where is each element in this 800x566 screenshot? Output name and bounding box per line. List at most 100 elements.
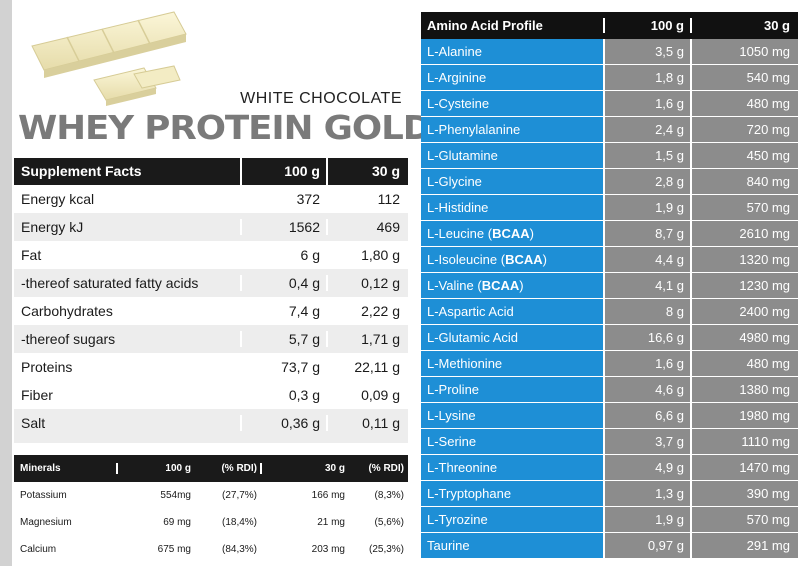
value-30g: 1230 mg xyxy=(690,273,798,299)
value-100g: 3,7 g xyxy=(603,429,690,455)
rdi-100g: (84,3%) xyxy=(221,544,257,555)
amino-acid-label: L-Valine xyxy=(427,278,474,293)
value-30g: 112 xyxy=(326,191,408,207)
bcaa-tag: BCAA xyxy=(505,252,543,267)
amino-acid-label: L-Glutamic Acid xyxy=(427,330,519,345)
value-30g: 1,80 g xyxy=(326,247,408,263)
value-100g: 1,8 g xyxy=(603,65,690,91)
value-30g: 1470 mg xyxy=(690,455,798,481)
amino-acid-name: L-Leucine (BCAA) xyxy=(421,221,603,247)
table-row: Carbohydrates 7,4 g 2,22 g xyxy=(14,297,408,325)
table-row: Fiber 0,3 g 0,09 g xyxy=(14,381,408,409)
value-30g: 450 mg xyxy=(690,143,798,169)
table-row: L-Alanine 3,5 g 1050 mg xyxy=(421,39,798,65)
value-30g: 540 mg xyxy=(690,65,798,91)
header-minerals: Minerals xyxy=(20,463,61,474)
amino-acid-name: L-Aspartic Acid xyxy=(421,299,603,325)
rdi-100g: (18,4%) xyxy=(221,517,257,528)
value-30g: 21 mg xyxy=(317,517,345,528)
value-30g: 570 mg xyxy=(690,507,798,533)
table-row: Potassium 554mg (27,7%) 166 mg (8,3%) xyxy=(14,482,408,509)
nutrient-name: Energy kcal xyxy=(21,191,95,207)
value-100g: 4,4 g xyxy=(603,247,690,273)
header-30g: 30 g xyxy=(690,18,798,33)
amino-acid-name: L-Isoleucine (BCAA) xyxy=(421,247,603,273)
amino-acid-label: L-Proline xyxy=(427,382,480,397)
table-row: Fat 6 g 1,80 g xyxy=(14,241,408,269)
value-30g: 4980 mg xyxy=(690,325,798,351)
nutrient-name: Fiber xyxy=(21,387,53,403)
bcaa-tag: BCAA xyxy=(492,226,530,241)
value-100g: 0,3 g xyxy=(240,387,326,403)
table-row: L-Lysine 6,6 g 1980 mg xyxy=(421,403,798,429)
amino-acid-label: L-Tyrozine xyxy=(427,512,488,527)
value-30g: 22,11 g xyxy=(326,359,408,375)
value-30g: 0,09 g xyxy=(326,387,408,403)
table-row: Energy kcal 372 112 xyxy=(14,185,408,213)
table-row: Proteins 73,7 g 22,11 g xyxy=(14,353,408,381)
amino-acid-label: L-Tryptophane xyxy=(427,486,512,501)
amino-acid-label: L-Methionine xyxy=(427,356,503,371)
value-30g: 570 mg xyxy=(690,195,798,221)
table-row: L-Cysteine 1,6 g 480 mg xyxy=(421,91,798,117)
value-100g: 8 g xyxy=(603,299,690,325)
table-footer-strip xyxy=(14,437,408,443)
mineral-name: Potassium xyxy=(20,490,67,501)
value-100g: 6 g xyxy=(240,247,326,263)
value-30g: 2,22 g xyxy=(326,303,408,319)
value-100g: 1,5 g xyxy=(603,143,690,169)
header-30g: 30 g xyxy=(326,158,408,185)
table-row: Magnesium 69 mg (18,4%) 21 mg (5,6%) xyxy=(14,509,408,536)
header-30g: 30 g xyxy=(260,463,348,474)
value-100g: 5,7 g xyxy=(240,331,326,347)
bcaa-paren: ) xyxy=(529,226,534,241)
value-30g: 720 mg xyxy=(690,117,798,143)
table-row: L-Phenylalanine 2,4 g 720 mg xyxy=(421,117,798,143)
value-100g: 2,8 g xyxy=(603,169,690,195)
amino-acid-name: L-Arginine xyxy=(421,65,603,91)
amino-acid-label: L-Histidine xyxy=(427,200,489,215)
bcaa-paren: ) xyxy=(519,278,524,293)
mineral-name: Magnesium xyxy=(20,517,72,528)
table-row: Taurine 0,97 g 291 mg xyxy=(421,533,798,559)
table-row: L-Isoleucine (BCAA) 4,4 g 1320 mg xyxy=(421,247,798,273)
amino-acid-name: L-Histidine xyxy=(421,195,603,221)
bcaa-paren: ( xyxy=(473,278,482,293)
value-30g: 480 mg xyxy=(690,91,798,117)
bcaa-paren: ( xyxy=(484,226,493,241)
amino-acid-name: L-Valine (BCAA) xyxy=(421,273,603,299)
amino-acid-name: Taurine xyxy=(421,533,603,559)
amino-acid-name: L-Glutamine xyxy=(421,143,603,169)
amino-acid-label: L-Threonine xyxy=(427,460,498,475)
value-30g: 1050 mg xyxy=(690,39,798,65)
header-rdi-100g: (% RDI) xyxy=(221,463,257,474)
supplement-facts-table: Supplement Facts 100 g 30 g Energy kcal … xyxy=(14,158,408,443)
table-row: L-Proline 4,6 g 1380 mg xyxy=(421,377,798,403)
nutrient-name: -thereof sugars xyxy=(21,331,116,347)
table-row: -thereof saturated fatty acids 0,4 g 0,1… xyxy=(14,269,408,297)
value-100g: 0,97 g xyxy=(603,533,690,559)
amino-acid-label: L-Cysteine xyxy=(427,96,490,111)
value-30g: 0,12 g xyxy=(326,275,408,291)
table-row: L-Glutamic Acid 16,6 g 4980 mg xyxy=(421,325,798,351)
white-chocolate-image xyxy=(31,11,187,106)
table-row: L-Tryptophane 1,3 g 390 mg xyxy=(421,481,798,507)
value-100g: 675 mg xyxy=(157,544,191,555)
value-100g: 1,6 g xyxy=(603,351,690,377)
value-30g: 840 mg xyxy=(690,169,798,195)
amino-acid-label: L-Arginine xyxy=(427,70,487,85)
value-100g: 1,9 g xyxy=(603,195,690,221)
amino-acid-name: L-Phenylalanine xyxy=(421,117,603,143)
header-label: Supplement Facts xyxy=(21,163,142,179)
nutrient-name: Fat xyxy=(21,247,42,263)
table-row: L-Methionine 1,6 g 480 mg xyxy=(421,351,798,377)
value-100g: 0,36 g xyxy=(240,415,326,431)
amino-acid-label: Taurine xyxy=(427,538,470,553)
rdi-30g: (5,6%) xyxy=(374,517,404,528)
value-100g: 16,6 g xyxy=(603,325,690,351)
table-row: L-Tyrozine 1,9 g 570 mg xyxy=(421,507,798,533)
amino-acid-name: L-Glycine xyxy=(421,169,603,195)
minerals-header: Minerals 100 g (% RDI) 30 g (% RDI) xyxy=(14,455,408,482)
value-100g: 4,9 g xyxy=(603,455,690,481)
value-30g: 1110 mg xyxy=(690,429,798,455)
